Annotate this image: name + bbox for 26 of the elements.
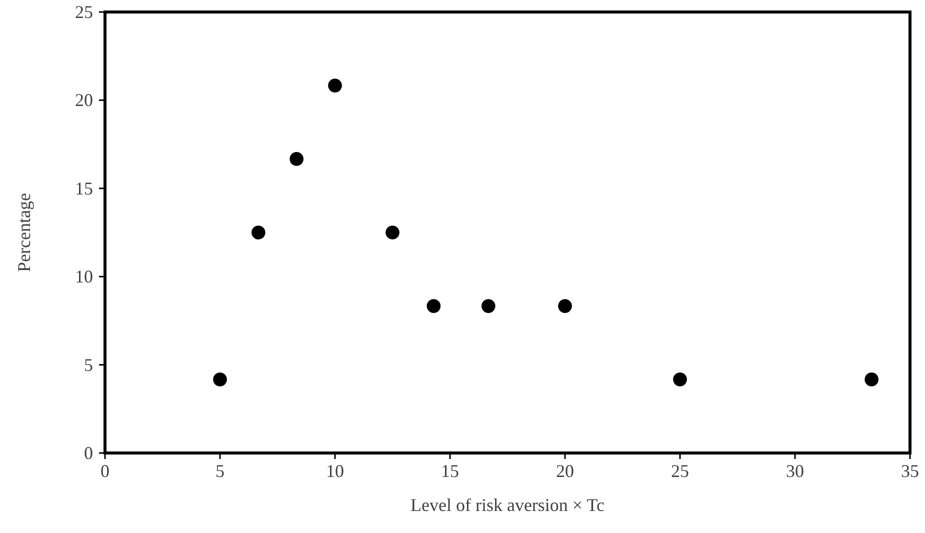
y-axis-title: Percentage <box>14 193 34 272</box>
x-tick-label: 20 <box>556 461 574 481</box>
point <box>864 372 878 386</box>
point <box>673 372 687 386</box>
y-tick-label: 0 <box>84 443 93 463</box>
point <box>426 299 441 313</box>
y-tick-label: 15 <box>75 178 93 198</box>
point <box>290 152 304 166</box>
x-tick-label: 35 <box>901 461 919 481</box>
x-axis-title: Level of risk aversion × Tc <box>410 495 605 515</box>
x-tick-label: 25 <box>671 461 689 481</box>
point <box>482 299 496 313</box>
point <box>328 78 342 92</box>
x-tick-label: 15 <box>441 461 459 481</box>
x-tick-label: 30 <box>786 461 804 481</box>
point <box>558 299 572 313</box>
point <box>252 226 266 240</box>
y-tick-label: 10 <box>75 266 93 287</box>
y-tick-label: 25 <box>75 2 93 22</box>
x-tick-label: 0 <box>100 461 110 481</box>
x-tick-label: 10 <box>326 461 344 481</box>
point <box>213 372 227 386</box>
y-tick-label: 5 <box>84 354 93 375</box>
x-tick-label: 5 <box>216 461 224 481</box>
y-tick-label: 20 <box>75 90 93 110</box>
point <box>386 226 400 240</box>
